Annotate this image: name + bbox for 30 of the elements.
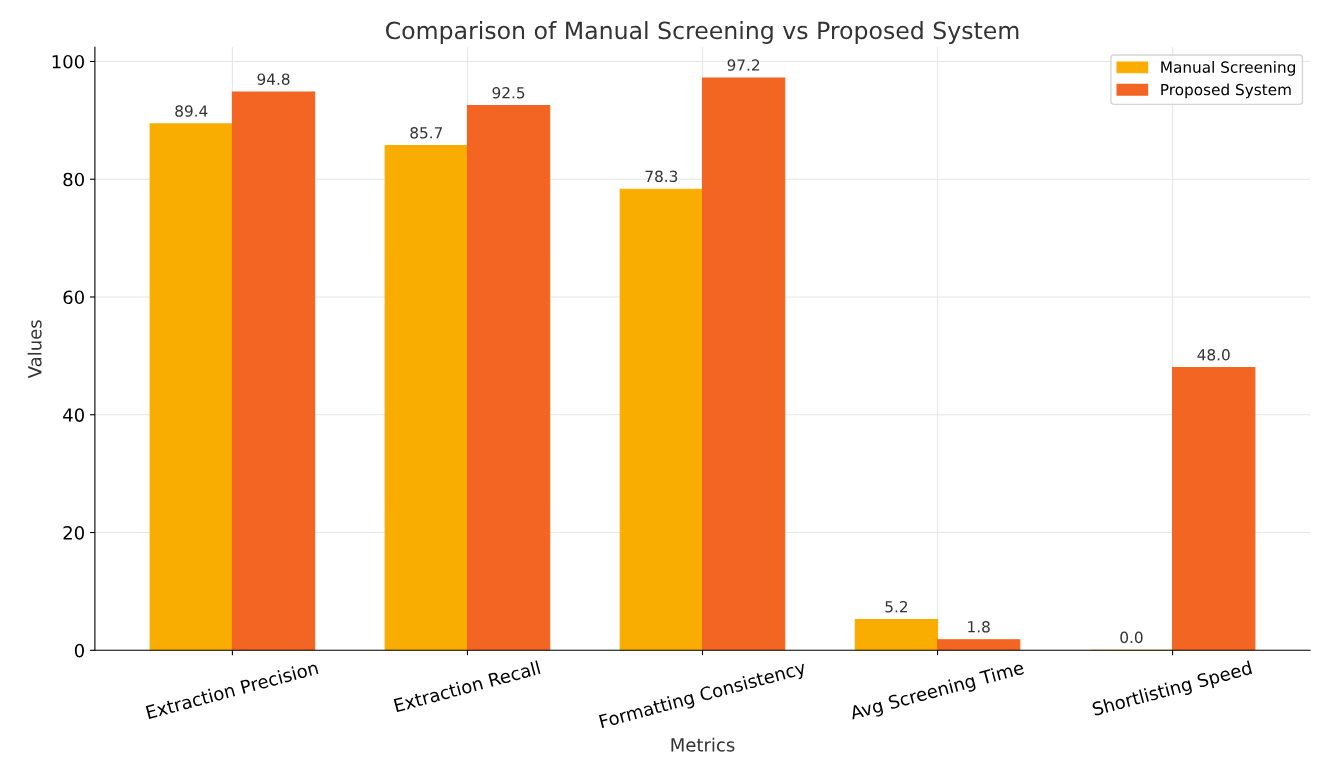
data-label: 48.0 [1197,348,1230,361]
y-tick-label: 20 [63,525,84,540]
y-tick-label: 0 [74,643,84,658]
data-label: 94.8 [257,73,290,85]
data-label: 85.7 [410,126,443,139]
data-label: 5.2 [885,600,908,613]
bar [854,619,939,651]
bar [466,105,551,651]
y-tick-label: 100 [52,54,84,69]
data-label: 0.0 [1120,631,1143,644]
data-label: 1.8 [968,621,990,633]
chart-title: Comparison of Manual Screening vs Proposed System [385,21,1019,44]
x-axis-title: Metrics [671,737,735,752]
legend-label: Proposed System [1161,83,1291,99]
bar [1172,367,1256,651]
y-axis-title: Values [27,320,42,379]
bar [384,145,469,651]
data-label: 92.5 [492,86,525,99]
bar [231,91,316,651]
bar [936,639,1021,651]
y-tick-label: 60 [63,290,84,305]
data-label: 97.2 [727,59,760,71]
data-label: 78.3 [645,170,678,183]
bar [619,188,704,651]
bar [149,123,233,651]
data-label: 89.4 [175,105,208,117]
bar [701,77,786,651]
y-tick-label: 40 [63,408,84,422]
y-tick-label: 80 [63,172,84,187]
legend-label: Manual Screening [1161,61,1295,76]
